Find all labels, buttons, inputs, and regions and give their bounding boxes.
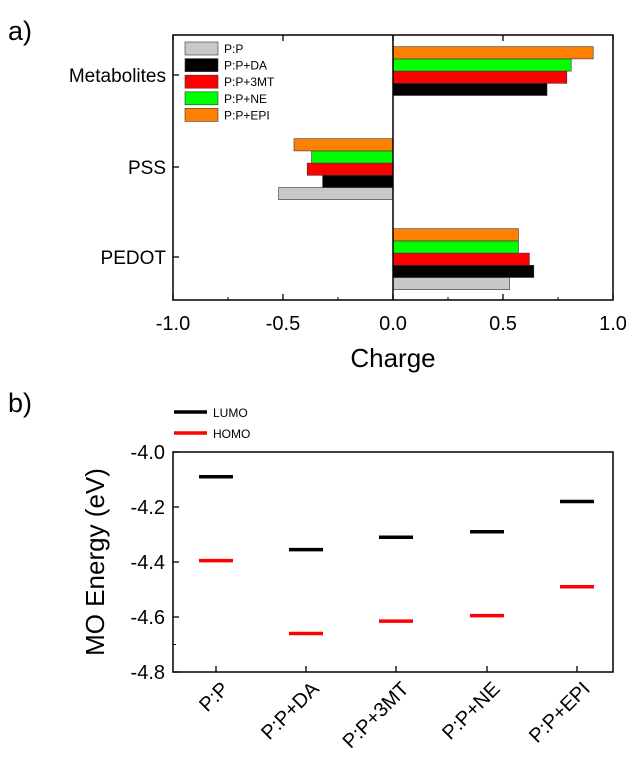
- y-tick-label: PEDOT: [101, 248, 167, 269]
- legend-swatch: [184, 74, 219, 89]
- panel-b-plot-frame: [172, 451, 614, 673]
- legend-swatch: [184, 108, 219, 122]
- y-tick-label: -4.2: [131, 497, 165, 519]
- legend-label: LUMO: [213, 406, 248, 420]
- x-tick-label: -0.5: [266, 313, 300, 335]
- x-tick-label: P:P+3MT: [339, 678, 414, 753]
- bar-metabolites-p-p-ne: [392, 58, 572, 72]
- x-tick-label: 0.0: [379, 313, 407, 335]
- legend-label: P:P: [224, 42, 243, 56]
- panel-b-level-chart: b) LUMO HOMO -4.0 -4.2 -4.4 -4.6 -4.8 P:P P:P+D…: [8, 388, 614, 753]
- bar-pss-p-p-da: [322, 175, 394, 188]
- legend-label: P:P+EPI: [224, 108, 270, 122]
- panel-b-legend: LUMO HOMO: [174, 406, 250, 441]
- bar-pss-p-p-3mt: [306, 162, 394, 176]
- bar-pss-p-p-epi: [293, 138, 394, 152]
- x-tick-label: P:P+EPI: [525, 678, 594, 747]
- legend-label: P:P+DA: [224, 59, 267, 73]
- legend-label: HOMO: [213, 427, 250, 441]
- x-tick-label: P:P+DA: [257, 678, 324, 745]
- panel-a-bars: [278, 46, 594, 290]
- x-tick-label: P:P+NE: [438, 678, 504, 744]
- bar-pedot-p-p-3mt: [392, 252, 530, 266]
- x-tick-label: 1.0: [599, 313, 627, 335]
- y-tick-label: -4.6: [131, 607, 165, 629]
- bar-metabolites-p-p-epi: [392, 46, 594, 60]
- x-tick-label: P:P: [195, 678, 233, 716]
- bar-pedot-p-p-epi: [392, 228, 519, 242]
- panel-a-x-axis-title: Charge: [350, 343, 435, 373]
- bar-pedot-p-p-da: [392, 264, 535, 278]
- x-tick-label: -1.0: [156, 313, 190, 335]
- legend-label: P:P+NE: [224, 92, 267, 106]
- y-tick-label: -4.0: [131, 442, 165, 464]
- bar-metabolites-p-p-3mt: [392, 70, 568, 84]
- panel-a-legend: P:P P:P+DA P:P+3MT P:P+NE P:P+EPI: [184, 41, 275, 122]
- y-tick-label: -4.8: [131, 662, 165, 684]
- panel-b-axes: -4.0 -4.2 -4.4 -4.6 -4.8 P:P P:P+DA P:P+3MT P:P+…: [131, 442, 595, 753]
- legend-swatch: [184, 91, 219, 106]
- panel-b-y-axis-title: MO Energy (eV): [80, 468, 110, 656]
- bar-pss-p-p: [278, 187, 394, 200]
- legend-swatch: [184, 58, 219, 72]
- x-tick-label: 0.5: [489, 313, 517, 335]
- bar-pedot-p-p: [392, 277, 510, 290]
- y-tick-label: PSS: [128, 158, 166, 179]
- bar-pss-p-p-ne: [311, 150, 394, 164]
- panel-b-label: b): [8, 388, 32, 418]
- bar-pedot-p-p-ne: [392, 240, 519, 254]
- y-tick-label: Metabolites: [69, 66, 166, 87]
- y-tick-label: -4.4: [131, 552, 165, 574]
- bar-metabolites-p-p-da: [392, 83, 548, 96]
- panel-a-label: a): [8, 16, 32, 46]
- panel-b-marks: [199, 475, 594, 636]
- legend-swatch: [184, 41, 219, 56]
- panel-a-axes: PEDOT PSS Metabolites -1.0 -0.5 0.0 0.5 1.0: [69, 35, 627, 335]
- legend-label: P:P+3MT: [224, 75, 275, 89]
